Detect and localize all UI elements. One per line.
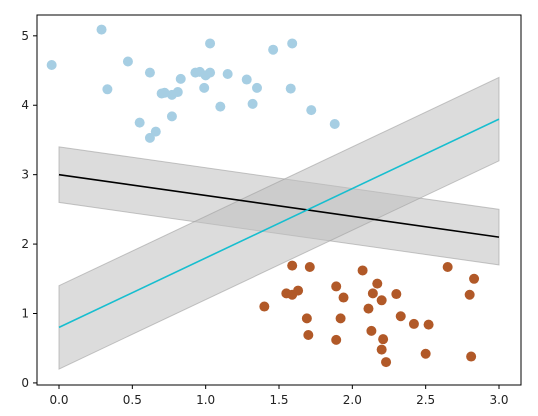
scatter-point-1-20 <box>381 357 392 368</box>
scatter-point-1-14 <box>366 325 377 336</box>
x-tick-label: 0.0 <box>49 393 68 407</box>
scatter-point-1-12 <box>357 265 368 276</box>
y-tick-label: 1 <box>21 306 29 320</box>
scatter-point-1-23 <box>408 318 419 329</box>
scatter-point-0-28 <box>306 105 317 116</box>
scatter-point-0-19 <box>205 67 216 78</box>
scatter-point-1-4 <box>293 285 304 296</box>
scatter-point-0-18 <box>205 38 216 49</box>
scatter-point-0-26 <box>285 83 296 94</box>
scatter-point-0-6 <box>144 132 155 143</box>
y-tick-label: 2 <box>21 237 29 251</box>
scatter-point-0-1 <box>96 24 107 35</box>
scatter-point-1-17 <box>376 295 387 306</box>
fit-line-1 <box>58 118 500 329</box>
x-tick-label: 1.5 <box>269 393 288 407</box>
scatter-point-1-5 <box>301 313 312 324</box>
scatter-point-0-13 <box>175 73 186 84</box>
y-tick-label: 4 <box>21 98 29 112</box>
scatter-point-1-24 <box>420 348 431 359</box>
scatter-point-0-0 <box>46 59 57 70</box>
scatter-point-1-19 <box>378 334 389 345</box>
scatter-point-0-12 <box>172 87 183 98</box>
scatter-point-0-16 <box>199 82 210 93</box>
y-tick-label: 0 <box>21 376 29 390</box>
scatter-point-1-21 <box>391 289 402 300</box>
scatter-point-1-10 <box>335 313 346 324</box>
scatter-point-1-13 <box>363 303 374 314</box>
scatter-point-0-7 <box>150 126 161 137</box>
scatter-point-0-5 <box>144 67 155 78</box>
scatter-point-1-6 <box>303 330 314 341</box>
scatter-point-1-2 <box>287 260 298 271</box>
x-axis: 0.0 0.5 1.0 1.5 2.0 2.5 3.0 <box>49 385 509 407</box>
x-tick-label: 0.5 <box>123 393 142 407</box>
y-axis: 0 1 2 3 4 5 <box>21 29 37 390</box>
scatter-point-0-3 <box>122 56 133 67</box>
scatter-point-1-26 <box>442 261 453 272</box>
scatter-point-0-29 <box>329 118 340 129</box>
y-tick-label: 5 <box>21 29 29 43</box>
scatter-point-0-25 <box>268 44 279 55</box>
scatter-point-0-22 <box>241 74 252 85</box>
y-tick-label: 3 <box>21 168 29 182</box>
scatter-point-1-16 <box>372 278 383 289</box>
scatter-point-1-25 <box>423 319 434 330</box>
scatter-point-0-20 <box>215 101 226 112</box>
scatter-point-0-21 <box>222 69 233 80</box>
scatter-point-1-0 <box>259 301 270 312</box>
scatter-point-0-4 <box>134 117 145 128</box>
scatter-point-0-27 <box>287 38 298 49</box>
scatter-point-1-28 <box>466 351 477 362</box>
x-tick-label: 3.0 <box>489 393 508 407</box>
fit-line-0 <box>58 173 500 238</box>
scatter-point-1-18 <box>376 344 387 355</box>
scatter-point-0-2 <box>102 84 113 95</box>
scatter-point-1-9 <box>331 281 342 292</box>
scatter-point-1-15 <box>367 288 378 299</box>
scatter-point-1-22 <box>395 311 406 322</box>
scatter-point-1-7 <box>304 261 315 272</box>
x-tick-label: 1.0 <box>196 393 215 407</box>
x-tick-label: 2.5 <box>416 393 435 407</box>
scatter-point-1-11 <box>338 292 349 303</box>
x-tick-label: 2.0 <box>343 393 362 407</box>
scatter-point-0-11 <box>166 111 177 122</box>
scatter-point-1-8 <box>331 334 342 345</box>
plot-area <box>46 24 500 370</box>
scatter-point-0-24 <box>252 82 262 93</box>
scatter-point-1-27 <box>464 289 475 300</box>
scatter-point-0-23 <box>247 98 258 109</box>
scatter-point-1-29 <box>469 273 480 284</box>
